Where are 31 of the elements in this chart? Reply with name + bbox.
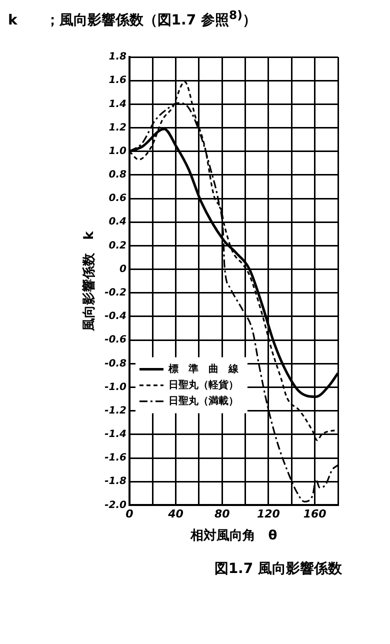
y-tick-label: 1.6 [108,74,127,86]
y-tick-label: 1.8 [108,51,127,62]
legend-label: 日聖丸（軽貨） [168,378,238,391]
legend-label: 標 準 曲 線 [167,362,240,375]
legend-label: 日聖丸（満載） [168,394,238,407]
y-tick-label: 0.4 [108,216,127,228]
y-tick-label: -0.8 [104,358,126,369]
y-tick-label: -0.6 [104,334,126,346]
y-axis-title: 風向影響係数 k [81,230,98,332]
caption: 図1.7 風向影響係数 [213,560,343,578]
y-tick-label: 1.2 [108,122,127,134]
x-axis-title: 相対風向角 θ [189,527,278,544]
y-tick-label: -2.0 [104,499,126,510]
y-tick-label: 0.8 [108,169,127,180]
y-tick-label: -1.6 [104,452,126,464]
y-tick-label: 1.4 [108,98,127,110]
x-tick-label: 40 [167,507,184,520]
x-tick-label: 120 [257,507,280,520]
y-tick-label: -1.8 [104,476,126,487]
chart-title: k ；風向影響係数（図1.7 参照$^{8)}$） [8,8,258,30]
y-tick-label: 0.6 [108,192,127,204]
y-tick-label: -1.2 [104,405,126,416]
y-tick-label: -1.0 [104,382,126,393]
x-tick-label: 160 [303,507,327,520]
y-tick-label: 0 [119,264,126,275]
y-tick-label: 1.0 [108,146,127,157]
x-tick-label: 80 [214,507,230,520]
y-tick-label: -1.4 [104,428,126,440]
y-tick-label: -0.2 [104,287,126,298]
y-tick-label: -0.4 [104,310,126,322]
y-tick-label: 0.2 [108,240,127,251]
